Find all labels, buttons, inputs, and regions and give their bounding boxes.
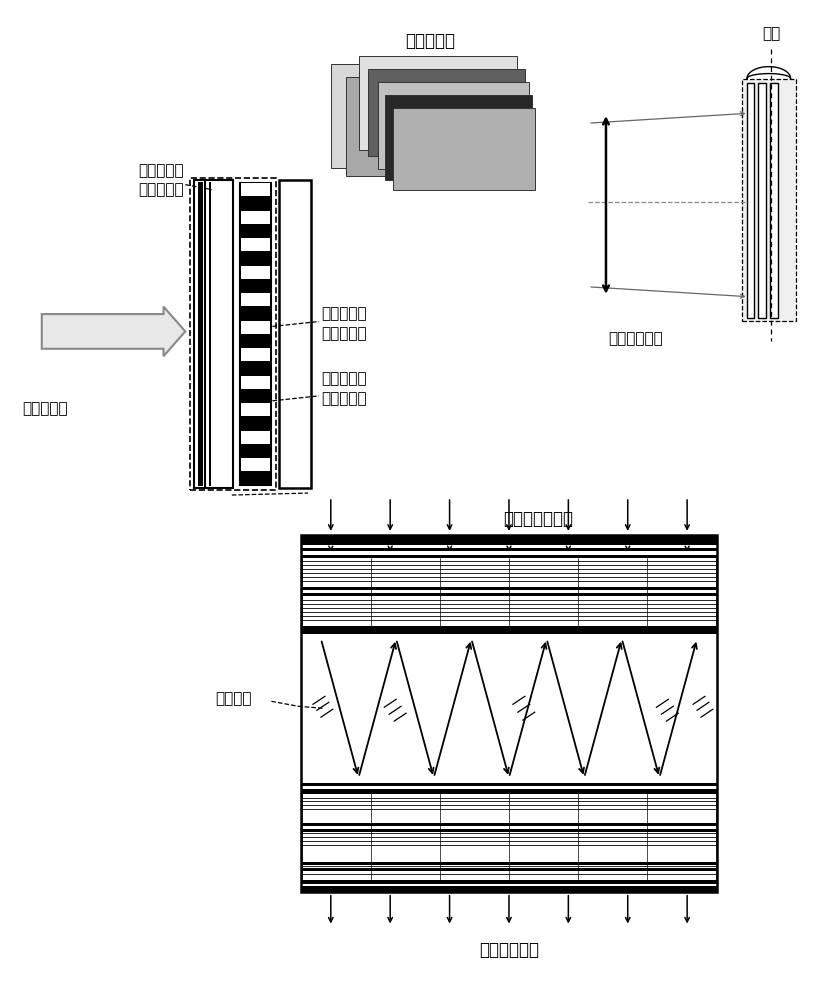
Bar — [205, 180, 233, 488]
Bar — [301, 865, 717, 868]
Bar — [301, 634, 717, 783]
Bar — [301, 829, 717, 832]
Bar — [241, 348, 270, 361]
Bar — [301, 548, 717, 551]
Bar — [241, 431, 270, 444]
Bar — [301, 590, 717, 593]
Bar — [359, 56, 517, 150]
Bar — [301, 626, 717, 631]
Text: 液晶材料: 液晶材料 — [215, 691, 252, 706]
Bar — [301, 535, 717, 545]
Text: 多谱红外入射光: 多谱红外入射光 — [503, 510, 574, 528]
Text: 电调成像波
谱液晶模块: 电调成像波 谱液晶模块 — [139, 163, 185, 198]
Bar — [241, 183, 270, 196]
Text: 谱红外出射光: 谱红外出射光 — [479, 941, 539, 959]
Bar — [199, 182, 203, 486]
Bar — [301, 555, 717, 558]
Bar — [346, 77, 514, 176]
Bar — [301, 868, 717, 871]
Bar — [301, 551, 717, 555]
FancyArrow shape — [42, 307, 185, 356]
Bar — [742, 79, 796, 321]
Bar — [301, 558, 717, 587]
Bar — [331, 64, 504, 168]
Bar — [241, 293, 270, 306]
Text: 目标与景物: 目标与景物 — [404, 32, 455, 50]
Bar — [770, 83, 778, 318]
Bar — [301, 535, 717, 892]
Bar — [241, 266, 270, 279]
Text: 红外入射光: 红外入射光 — [22, 401, 68, 416]
Bar — [301, 587, 717, 590]
Bar — [209, 182, 211, 486]
Bar — [301, 862, 717, 865]
Bar — [301, 783, 717, 786]
Text: 驱控与图像
预处理模块: 驱控与图像 预处理模块 — [321, 307, 367, 341]
Bar — [241, 211, 270, 224]
Bar — [241, 403, 270, 416]
Bar — [241, 376, 270, 389]
Bar — [368, 69, 525, 156]
Bar — [241, 458, 270, 471]
Bar — [301, 794, 717, 823]
Text: 面阵非制冷
红外探测器: 面阵非制冷 红外探测器 — [321, 371, 367, 406]
Bar — [241, 321, 270, 334]
Bar — [301, 596, 717, 626]
Bar — [758, 83, 766, 318]
Bar — [190, 178, 276, 490]
Bar — [301, 884, 717, 886]
Bar — [301, 832, 717, 862]
Bar — [241, 238, 270, 251]
Bar — [301, 886, 717, 892]
Text: 成像光学系统: 成像光学系统 — [609, 331, 663, 346]
Bar — [301, 826, 717, 829]
Bar — [747, 83, 754, 318]
Bar — [301, 593, 717, 596]
Bar — [301, 631, 717, 634]
Bar — [301, 871, 717, 901]
Bar — [378, 82, 529, 169]
Bar — [301, 545, 717, 548]
Bar — [301, 789, 717, 794]
Text: 焦面: 焦面 — [762, 26, 780, 41]
Bar — [386, 95, 532, 180]
Bar — [301, 786, 717, 789]
Bar — [301, 823, 717, 826]
Bar — [239, 183, 271, 485]
Bar — [301, 880, 717, 884]
Bar — [194, 180, 206, 488]
Bar — [279, 180, 311, 488]
Bar — [393, 108, 534, 190]
